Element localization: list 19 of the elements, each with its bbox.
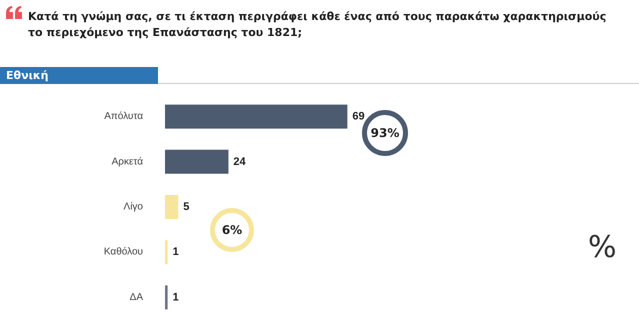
y-tick-label: Αρκετά [112, 156, 144, 168]
bar [165, 104, 348, 129]
data-label: 1 [172, 246, 179, 258]
y-tick-label: Καθόλου [104, 246, 143, 258]
data-label: 24 [233, 156, 247, 168]
bar [165, 240, 168, 264]
y-tick-label: Λίγο [124, 202, 144, 212]
data-label: 69 [352, 110, 365, 123]
data-label: 1 [172, 291, 179, 304]
data-label: 5 [183, 201, 190, 213]
bar [165, 195, 178, 219]
y-tick-label: ΔΑ [130, 292, 144, 303]
ring-icon: 6% [210, 208, 254, 252]
y-tick-label: Απόλυτα [104, 111, 144, 122]
chart-title: Κατά τη γνώμη σας, σε τι έκταση περιγράφει κάθε ένας από τους παρακάτω χαρακτηρισμούς το περιεχόμενο της Επανάστασης του 1821; [28, 9, 608, 41]
text: % [588, 230, 617, 265]
text: Εθνική [0, 67, 158, 84]
bar [165, 285, 168, 310]
bar [165, 150, 228, 174]
